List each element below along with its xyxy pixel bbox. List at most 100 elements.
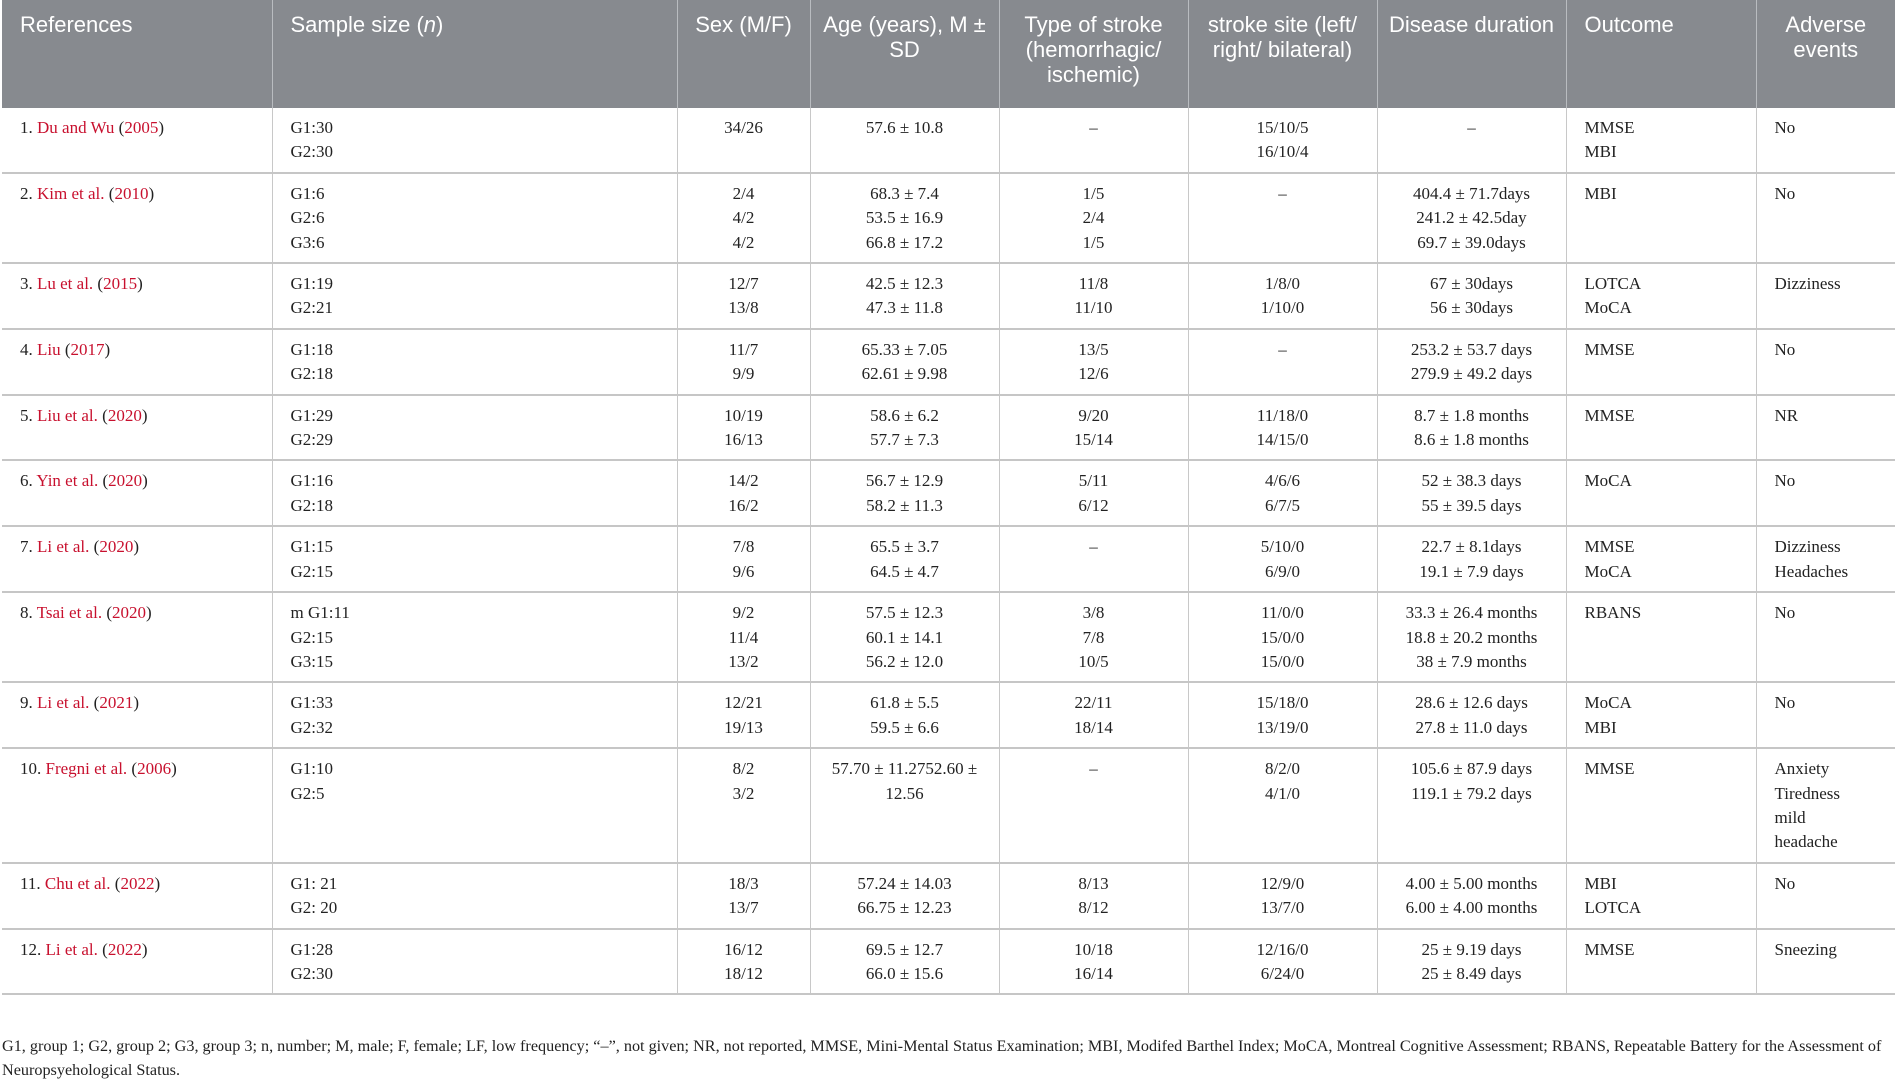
cell-line: 27.8 ± 11.0 days xyxy=(1415,717,1528,737)
cell-sex: 12/21 19/13 xyxy=(677,682,811,750)
cell-stroke-site: 11/18/0 14/15/0 xyxy=(1188,394,1378,462)
reference-year-link[interactable]: 2017 xyxy=(70,339,105,359)
reference-number: 5. xyxy=(20,405,33,425)
table-row: 10. Fregni et al. (2006) G1:10 G2:5 8/2 3/2 5… xyxy=(2,748,1895,864)
reference-author-link[interactable]: Liu xyxy=(37,339,61,359)
cell-stroke-site: 15/10/5 16/10/4 xyxy=(1188,108,1378,174)
cell-line: MoCA xyxy=(1584,298,1632,318)
cell-line: 5/11 xyxy=(1078,471,1109,491)
cell-line: MMSE xyxy=(1584,939,1635,959)
cell-line: 6/12 xyxy=(1078,495,1109,515)
cell-line: 1/10/0 xyxy=(1260,298,1305,318)
cell-age: 42.5 ± 12.3 47.3 ± 11.8 xyxy=(810,263,1000,330)
cell-line: 4/6/6 xyxy=(1265,471,1300,491)
reference-number: 9. xyxy=(20,693,33,713)
cell-disease-duration: 4.00 ± 5.00 months 6.00 ± 4.00 months xyxy=(1377,862,1567,930)
cell-reference: 6. Yin et al. (2020) xyxy=(2,460,273,528)
reference-year-link[interactable]: 2020 xyxy=(112,603,146,623)
cell-line: G2:30 xyxy=(290,142,334,162)
cell-sex: 8/2 3/2 xyxy=(677,748,811,864)
reference-author-link[interactable]: Liu et al. xyxy=(37,405,98,425)
reference-author-link[interactable]: Li et al. xyxy=(37,693,90,713)
cell-outcome: MMSE xyxy=(1566,928,1757,996)
reference-number: 1. xyxy=(20,118,33,137)
cell-stroke-site: 11/0/0 15/0/0 15/0/0 xyxy=(1188,592,1378,684)
reference-year-link[interactable]: 2015 xyxy=(103,274,138,294)
cell-line: 1/5 xyxy=(1082,232,1105,252)
cell-outcome: MBI LOTCA xyxy=(1566,862,1757,930)
reference-year-link[interactable]: 2005 xyxy=(124,118,159,137)
cell-line: 119.1 ± 79.2 days xyxy=(1411,783,1532,803)
cell-line: G1:10 xyxy=(290,759,334,779)
cell-stroke-type: 11/8 11/10 xyxy=(999,263,1189,330)
cell-adverse-events: No xyxy=(1756,460,1895,528)
cell-line: 8/2/0 xyxy=(1265,759,1300,779)
cell-line: G1:6 xyxy=(290,183,325,203)
table-row: 6. Yin et al. (2020) G1:16 G2:18 14/2 16/2 56… xyxy=(2,460,1895,528)
reference-author-link[interactable]: Yin et al. xyxy=(36,471,99,491)
reference-author-link[interactable]: Kim et al. xyxy=(37,183,105,203)
cell-line: 12/21 xyxy=(724,693,763,713)
cell-outcome: MMSE xyxy=(1566,328,1757,396)
cell-adverse-events: No xyxy=(1756,862,1895,930)
cell-sample-size: G1:28 G2:30 xyxy=(272,928,678,996)
reference-year-link[interactable]: 2022 xyxy=(107,939,142,959)
reference-year-link[interactable]: 2020 xyxy=(99,537,134,557)
reference-year-link[interactable]: 2020 xyxy=(107,405,142,425)
reference-number: 12. xyxy=(20,939,42,959)
reference-year-link[interactable]: 2006 xyxy=(137,759,172,779)
reference-author-link[interactable]: Fregni et al. xyxy=(45,759,128,779)
header-references: References xyxy=(2,0,273,108)
reference-year-link[interactable]: 2020 xyxy=(108,471,143,491)
cell-line: 1/8/0 xyxy=(1265,274,1300,294)
reference-author-link[interactable]: Chu et al. xyxy=(44,873,111,893)
cell-sample-size: G1:6 G2:6 G3:6 xyxy=(272,172,678,265)
reference-year-link[interactable]: 2010 xyxy=(114,183,149,203)
cell-reference: 8. Tsai et al. (2020) xyxy=(2,592,273,684)
table-footnote: G1, group 1; G2, group 2; G3, group 3; n… xyxy=(2,1037,1882,1079)
cell-line: G1:28 xyxy=(290,939,334,959)
reference-year-link[interactable]: 2022 xyxy=(120,873,155,893)
cell-stroke-type: 8/13 8/12 xyxy=(999,862,1189,930)
cell-line: – xyxy=(1089,537,1098,557)
reference-author-link[interactable]: Tsai et al. xyxy=(36,603,103,623)
cell-age: 57.6 ± 10.8 xyxy=(810,108,1000,174)
cell-line: 14/2 xyxy=(728,471,759,491)
cell-outcome: MBI xyxy=(1566,172,1757,265)
cell-line: 62.61 ± 9.98 xyxy=(861,364,948,384)
cell-disease-duration: – xyxy=(1377,108,1567,174)
reference-author-link[interactable]: Lu et al. xyxy=(37,274,94,294)
cell-line: 8/2 xyxy=(732,759,755,779)
cell-line: 18/14 xyxy=(1074,717,1113,737)
cell-disease-duration: 33.3 ± 26.4 months 18.8 ± 20.2 months 38 ±… xyxy=(1377,592,1567,684)
reference-year-link[interactable]: 2021 xyxy=(99,693,134,713)
cell-line: 13/8 xyxy=(728,298,759,318)
reference-author-link[interactable]: Du and Wu xyxy=(37,118,115,137)
cell-line: 253.2 ± 53.7 days xyxy=(1410,339,1533,359)
cell-line: G2:15 xyxy=(290,561,334,581)
cell-line: 11/7 xyxy=(728,339,759,359)
cell-line: 11/18/0 xyxy=(1256,405,1309,425)
cell-line: G2:29 xyxy=(290,430,334,450)
cell-line: Dizziness xyxy=(1774,537,1841,557)
cell-stroke-site: 4/6/6 6/7/5 xyxy=(1188,460,1378,528)
cell-line: 18.8 ± 20.2 months xyxy=(1405,627,1538,647)
table-body: 1. Du and Wu (2005) G1:30 G2:30 34/26 57.6 ±… xyxy=(2,108,1895,996)
table-row: 7. Li et al. (2020) G1:15 G2:15 7/8 9/6 65.5 … xyxy=(2,526,1895,594)
table-row: 4. Liu (2017) G1:18 G2:18 11/7 9/9 65.33 ± 7.… xyxy=(2,328,1895,396)
cell-line: Tiredness xyxy=(1774,783,1841,803)
cell-line: – xyxy=(1278,183,1287,203)
cell-line: 10/19 xyxy=(724,405,763,425)
cell-line: 64.5 ± 4.7 xyxy=(870,561,939,581)
reference-author-link[interactable]: Li et al. xyxy=(37,537,90,557)
cell-line: 9/9 xyxy=(732,364,755,384)
reference-author-link[interactable]: Li et al. xyxy=(45,939,98,959)
cell-line: G2: 20 xyxy=(290,898,338,918)
cell-sex: 10/19 16/13 xyxy=(677,394,811,462)
cell-line: MMSE xyxy=(1584,537,1635,557)
cell-sex: 9/2 11/4 13/2 xyxy=(677,592,811,684)
cell-adverse-events: NR xyxy=(1756,394,1895,462)
cell-sex: 14/2 16/2 xyxy=(677,460,811,528)
cell-line: 58.6 ± 6.2 xyxy=(870,405,939,425)
cell-line: Sneezing xyxy=(1774,939,1837,959)
